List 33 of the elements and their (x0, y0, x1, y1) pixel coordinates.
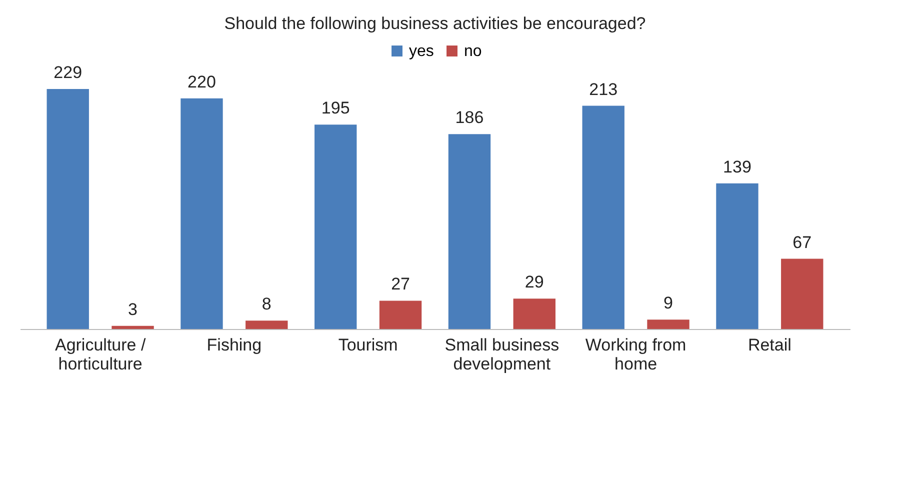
bar (314, 124, 357, 329)
data-label: 195 (321, 98, 350, 118)
data-label: 220 (188, 72, 216, 92)
bar (448, 134, 491, 329)
bar (46, 89, 89, 329)
legend-label: yes (409, 43, 434, 60)
data-label: 3 (128, 300, 138, 319)
bar (246, 320, 288, 329)
data-label: 139 (723, 157, 752, 176)
data-label: 186 (455, 108, 484, 128)
x-tick-label: Working from home (585, 336, 686, 374)
data-label: 27 (391, 274, 410, 294)
legend-label: no (464, 43, 482, 60)
x-tick-label: Tourism (338, 336, 398, 354)
x-tick-label: Agriculture / horticulture (54, 336, 146, 374)
x-tick-label: Small business development (444, 336, 560, 374)
data-label: 67 (792, 232, 812, 252)
data-label: 213 (589, 80, 618, 99)
data-label: 229 (54, 63, 82, 82)
x-tick-label: Fishing (206, 336, 262, 354)
bar (781, 258, 824, 329)
bar (513, 298, 556, 329)
bar (716, 183, 758, 329)
data-label: 8 (262, 294, 272, 314)
bar (112, 326, 154, 329)
data-label: 9 (664, 294, 673, 313)
data-label: 29 (524, 272, 544, 292)
chart-title: Should the following business activities be encouraged? (224, 14, 646, 33)
bar (582, 106, 624, 329)
bar (180, 98, 223, 329)
bar (379, 300, 422, 329)
bar (647, 320, 690, 329)
x-tick-label: Retail (748, 336, 792, 354)
